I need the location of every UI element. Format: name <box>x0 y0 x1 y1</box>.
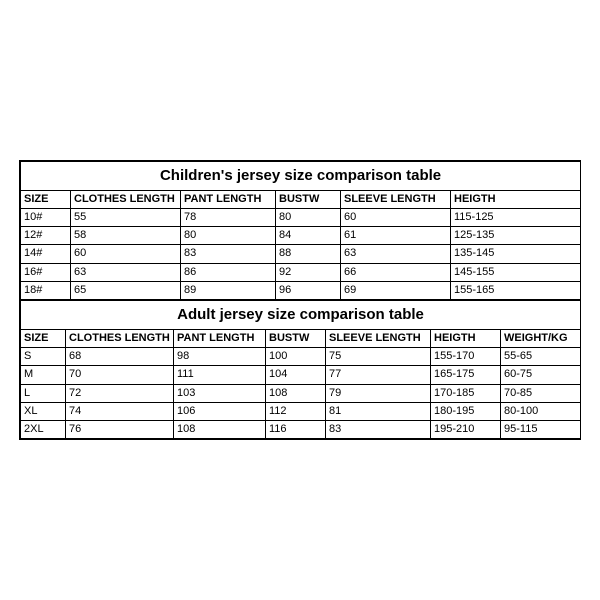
cell: 10# <box>21 209 71 227</box>
cell: 80-100 <box>501 402 581 420</box>
col-bustw: BUSTW <box>266 330 326 348</box>
cell: 106 <box>174 402 266 420</box>
cell: 69 <box>341 281 451 299</box>
cell: 86 <box>181 263 276 281</box>
size-tables-block: Children's jersey size comparison table … <box>19 160 581 440</box>
cell: 12# <box>21 227 71 245</box>
cell: 155-165 <box>451 281 581 299</box>
col-height: HEIGTH <box>451 190 581 208</box>
col-clothes-length: CLOTHES LENGTH <box>71 190 181 208</box>
children-header-row: SIZE CLOTHES LENGTH PANT LENGTH BUSTW SL… <box>21 190 581 208</box>
table-row: 14# 60 83 88 63 135-145 <box>21 245 581 263</box>
cell: XL <box>21 402 66 420</box>
cell: 180-195 <box>431 402 501 420</box>
cell: 63 <box>71 263 181 281</box>
cell: 80 <box>276 209 341 227</box>
table-row: 12# 58 80 84 61 125-135 <box>21 227 581 245</box>
col-bustw: BUSTW <box>276 190 341 208</box>
table-row: M 70 111 104 77 165-175 60-75 <box>21 366 581 384</box>
cell: 61 <box>341 227 451 245</box>
cell: 58 <box>71 227 181 245</box>
cell: 108 <box>174 420 266 438</box>
cell: 68 <box>66 348 174 366</box>
cell: 95-115 <box>501 420 581 438</box>
cell: 72 <box>66 384 174 402</box>
cell: 92 <box>276 263 341 281</box>
cell: 116 <box>266 420 326 438</box>
cell: 83 <box>326 420 431 438</box>
cell: S <box>21 348 66 366</box>
cell: 84 <box>276 227 341 245</box>
cell: 77 <box>326 366 431 384</box>
cell: 79 <box>326 384 431 402</box>
cell: 18# <box>21 281 71 299</box>
cell: 96 <box>276 281 341 299</box>
cell: 60 <box>341 209 451 227</box>
cell: 135-145 <box>451 245 581 263</box>
cell: 112 <box>266 402 326 420</box>
cell: 103 <box>174 384 266 402</box>
col-size: SIZE <box>21 190 71 208</box>
table-row: 10# 55 78 80 60 115-125 <box>21 209 581 227</box>
cell: 63 <box>341 245 451 263</box>
col-size: SIZE <box>21 330 66 348</box>
cell: 55-65 <box>501 348 581 366</box>
cell: 81 <box>326 402 431 420</box>
page-container: Children's jersey size comparison table … <box>0 0 600 600</box>
col-sleeve-length: SLEEVE LENGTH <box>326 330 431 348</box>
col-clothes-length: CLOTHES LENGTH <box>66 330 174 348</box>
cell: 155-170 <box>431 348 501 366</box>
cell: 2XL <box>21 420 66 438</box>
cell: 88 <box>276 245 341 263</box>
table-row: 18# 65 89 96 69 155-165 <box>21 281 581 299</box>
table-row: 16# 63 86 92 66 145-155 <box>21 263 581 281</box>
cell: 60 <box>71 245 181 263</box>
adult-size-table: Adult jersey size comparison table SIZE … <box>20 300 581 439</box>
cell: 66 <box>341 263 451 281</box>
cell: 125-135 <box>451 227 581 245</box>
cell: 55 <box>71 209 181 227</box>
col-height: HEIGTH <box>431 330 501 348</box>
cell: 60-75 <box>501 366 581 384</box>
table-row: XL 74 106 112 81 180-195 80-100 <box>21 402 581 420</box>
cell: 14# <box>21 245 71 263</box>
cell: 111 <box>174 366 266 384</box>
cell: 98 <box>174 348 266 366</box>
cell: 70-85 <box>501 384 581 402</box>
cell: 89 <box>181 281 276 299</box>
adult-table-title: Adult jersey size comparison table <box>21 301 581 330</box>
cell: 165-175 <box>431 366 501 384</box>
adult-header-row: SIZE CLOTHES LENGTH PANT LENGTH BUSTW SL… <box>21 330 581 348</box>
cell: 195-210 <box>431 420 501 438</box>
col-pant-length: PANT LENGTH <box>181 190 276 208</box>
cell: 16# <box>21 263 71 281</box>
cell: M <box>21 366 66 384</box>
cell: 76 <box>66 420 174 438</box>
col-sleeve-length: SLEEVE LENGTH <box>341 190 451 208</box>
table-row: S 68 98 100 75 155-170 55-65 <box>21 348 581 366</box>
cell: 80 <box>181 227 276 245</box>
children-table-title: Children's jersey size comparison table <box>21 161 581 190</box>
cell: 65 <box>71 281 181 299</box>
children-size-table: Children's jersey size comparison table … <box>20 161 581 300</box>
cell: 108 <box>266 384 326 402</box>
cell: 83 <box>181 245 276 263</box>
table-row: L 72 103 108 79 170-185 70-85 <box>21 384 581 402</box>
cell: 100 <box>266 348 326 366</box>
table-row: 2XL 76 108 116 83 195-210 95-115 <box>21 420 581 438</box>
col-weight: WEIGHT/KG <box>501 330 581 348</box>
cell: 74 <box>66 402 174 420</box>
cell: 115-125 <box>451 209 581 227</box>
cell: 70 <box>66 366 174 384</box>
cell: L <box>21 384 66 402</box>
cell: 170-185 <box>431 384 501 402</box>
cell: 145-155 <box>451 263 581 281</box>
cell: 104 <box>266 366 326 384</box>
cell: 75 <box>326 348 431 366</box>
col-pant-length: PANT LENGTH <box>174 330 266 348</box>
cell: 78 <box>181 209 276 227</box>
